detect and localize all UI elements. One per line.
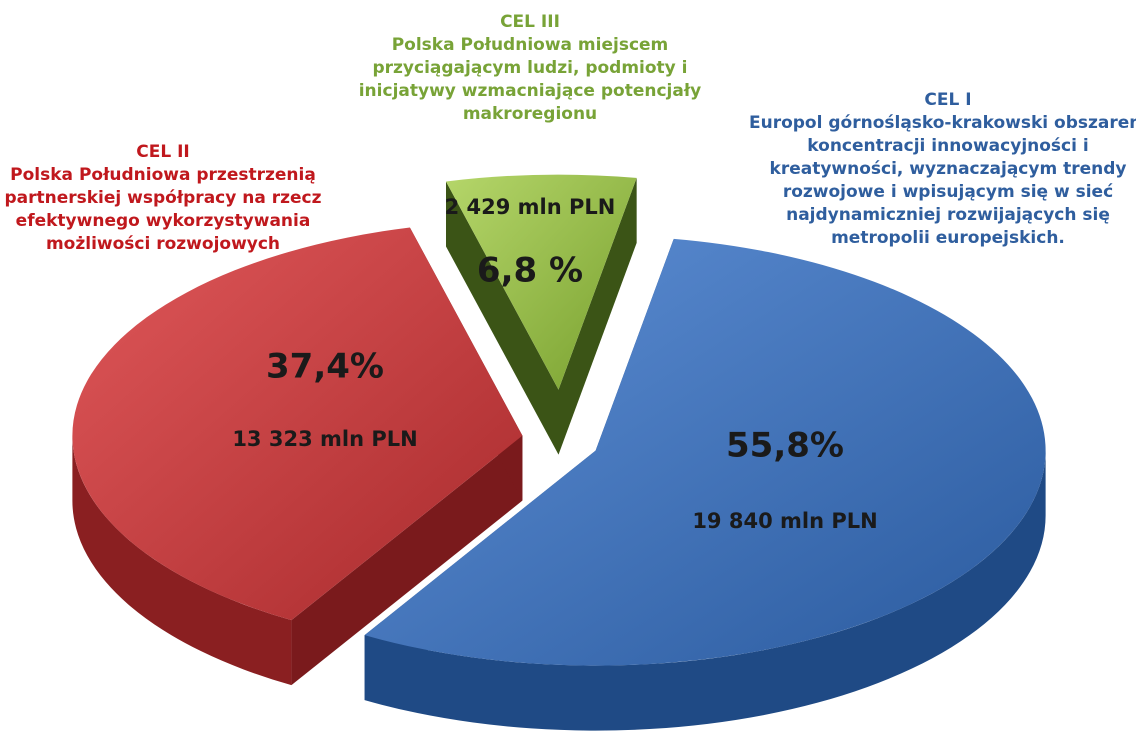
amount-label: 2 429 mln PLN [445,195,616,219]
amount-label: 19 840 mln PLN [692,509,877,533]
goal-description: efektywnego wykorzystywania [16,211,311,231]
percent-label: 37,4% [266,347,384,387]
slice-cut [445,181,559,455]
goal-description: metropolii europejskich. [831,228,1065,248]
labels: CEL I Europol górnośląsko-krakowski obsza… [4,12,1136,533]
goal-description: przyciągającym ludzi, podmioty i [372,58,687,78]
goal-description: kreatywności, wyznaczającym trendy [770,159,1127,179]
goal-title: CEL II [136,142,190,162]
goal-description: Europol górnośląsko-krakowski obszarem [749,113,1136,133]
percent-label: 55,8% [726,426,844,466]
goal-description: możliwości rozwojowych [46,234,280,254]
goal-description: rozwojowe i wpisującym się w sieć [783,182,1113,202]
goal-description: Polska Południowa przestrzenią [10,165,316,185]
slice-cut [291,435,523,686]
slice [72,227,523,621]
percent-label: 6,8 % [477,251,583,291]
goal-description: koncentracji innowacyjności i [807,136,1088,156]
goal-description: partnerskiej współpracy na rzecz [4,188,321,208]
goal-description: najdynamiczniej rozwijających się [786,205,1110,225]
goal-description: Polska Południowa miejscem [392,35,669,55]
slice [445,174,637,390]
goal-description: inicjatywy wzmacniające potencjały [359,81,702,101]
slice-side [72,435,292,686]
goal-title: CEL I [924,90,971,110]
goal-title: CEL III [500,12,560,32]
slice-side [364,450,1046,731]
amount-label: 13 323 mln PLN [232,427,417,451]
slice-cut [558,177,637,455]
slice [364,238,1046,666]
goal-description: makroregionu [463,104,597,124]
pie [72,174,1046,731]
